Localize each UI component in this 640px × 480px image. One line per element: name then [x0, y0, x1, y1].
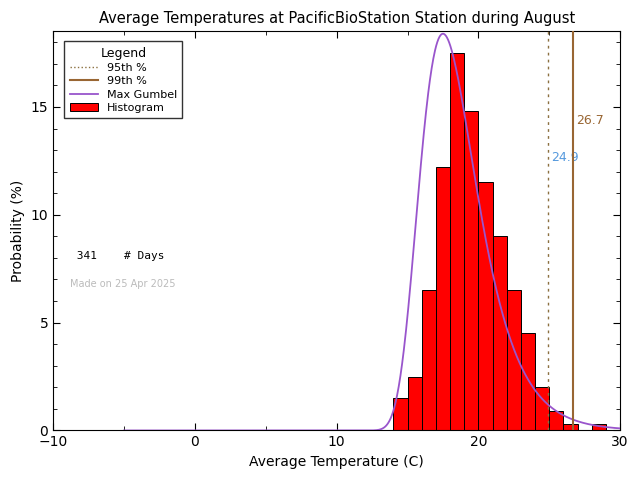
Text: Made on 25 Apr 2025: Made on 25 Apr 2025	[70, 279, 175, 289]
Bar	[592, 424, 606, 431]
Bar	[464, 111, 478, 431]
Text: 24.9: 24.9	[550, 151, 579, 164]
Y-axis label: Probability (%): Probability (%)	[11, 180, 25, 282]
Bar	[450, 53, 464, 431]
Bar	[408, 376, 422, 431]
Bar	[549, 411, 563, 431]
Bar	[563, 424, 578, 431]
Bar	[535, 387, 549, 431]
Bar	[478, 182, 493, 431]
Bar	[422, 290, 436, 431]
Title: Average Temperatures at PacificBioStation Station during August: Average Temperatures at PacificBioStatio…	[99, 11, 575, 26]
Text: 26.7: 26.7	[576, 114, 604, 127]
Bar	[507, 290, 521, 431]
Bar	[493, 236, 507, 431]
Bar	[394, 398, 408, 431]
Bar	[521, 334, 535, 431]
Legend: 95th %, 99th %, Max Gumbel, Histogram: 95th %, 99th %, Max Gumbel, Histogram	[65, 41, 182, 119]
Text: 341    # Days: 341 # Days	[70, 251, 164, 261]
Bar	[436, 168, 450, 431]
X-axis label: Average Temperature (C): Average Temperature (C)	[249, 455, 424, 469]
